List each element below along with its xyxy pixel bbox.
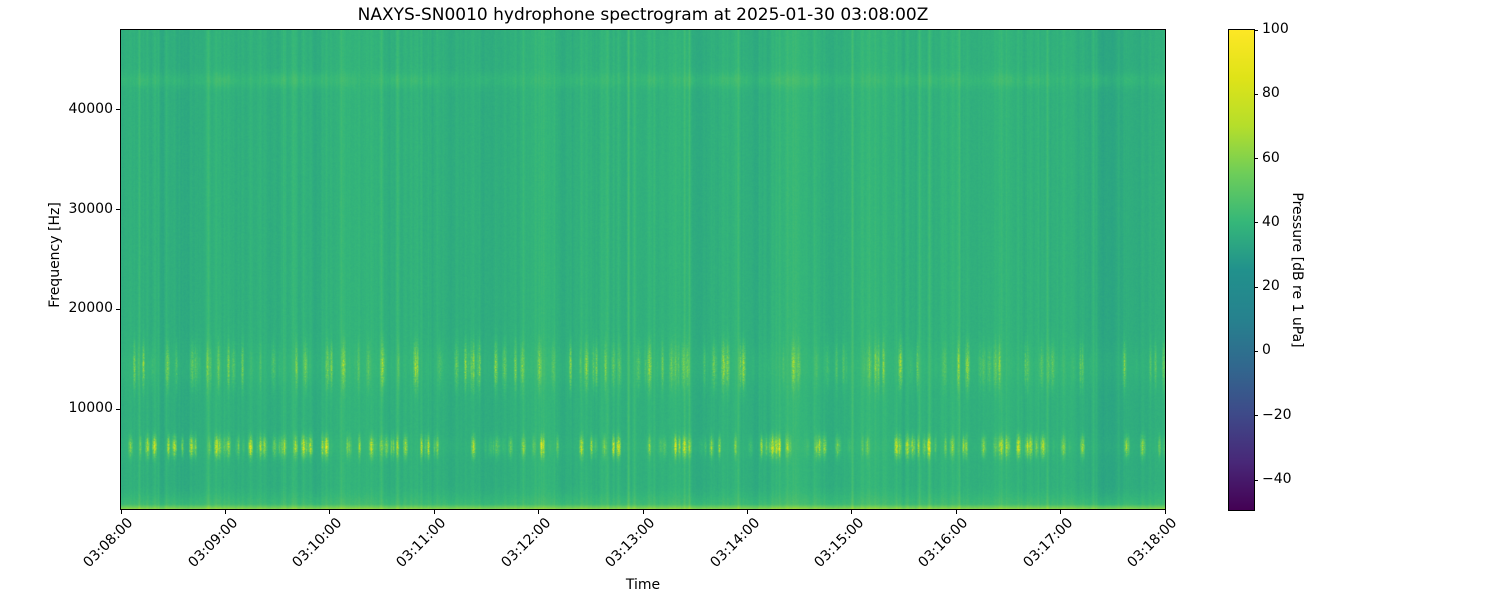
x-tick-mark (538, 510, 540, 514)
y-tick-label: 30000 (68, 200, 113, 217)
x-tick-label: 03:16:00 (915, 515, 972, 571)
x-tick-label: 03:14:00 (706, 515, 763, 571)
y-tick-label: 40000 (68, 100, 113, 117)
x-tick-mark (851, 510, 853, 514)
spectrogram-heatmap (121, 30, 1165, 509)
colorbar-tick-mark (1254, 479, 1258, 481)
y-axis-label: Frequency [Hz] (47, 202, 63, 308)
y-tick-label: 20000 (68, 300, 113, 317)
colorbar-tick-label: −40 (1262, 471, 1292, 488)
x-tick-mark (746, 510, 748, 514)
plot-frame (120, 29, 1166, 510)
x-tick-label: 03:10:00 (289, 515, 346, 571)
x-axis-label: Time (625, 577, 661, 593)
x-tick-label: 03:08:00 (80, 515, 137, 571)
x-tick-label: 03:15:00 (811, 515, 868, 571)
colorbar-tick-mark (1254, 93, 1258, 95)
y-tick-mark (116, 408, 120, 410)
x-tick-mark (433, 510, 435, 514)
x-tick-mark (1060, 510, 1062, 514)
x-tick-label: 03:12:00 (498, 515, 554, 571)
colorbar-tick-mark (1254, 286, 1258, 288)
colorbar-tick-mark (1254, 350, 1258, 352)
colorbar-tick-label: 40 (1262, 213, 1280, 230)
x-tick-label: 03:17:00 (1020, 515, 1076, 571)
x-tick-mark (120, 510, 122, 514)
colorbar-tick-label: 60 (1262, 149, 1280, 166)
x-tick-mark (642, 510, 644, 514)
colorbar-tick-label: 80 (1262, 85, 1280, 102)
x-tick-mark (224, 510, 226, 514)
x-tick-mark (329, 510, 331, 514)
y-tick-mark (116, 308, 120, 310)
colorbar-tick-mark (1254, 222, 1258, 224)
colorbar (1228, 29, 1255, 511)
plot-title: NAXYS-SN0010 hydrophone spectrogram at 2… (357, 5, 929, 25)
x-tick-label: 03:18:00 (1124, 515, 1181, 571)
colorbar-tick-mark (1254, 415, 1258, 417)
colorbar-tick-mark (1254, 29, 1258, 31)
colorbar-label: Pressure [dB re 1 uPa] (1289, 192, 1305, 348)
x-tick-mark (955, 510, 957, 514)
x-tick-label: 03:09:00 (184, 515, 241, 571)
colorbar-tick-mark (1254, 158, 1258, 160)
colorbar-tick-label: 100 (1262, 21, 1289, 37)
colorbar-gradient (1229, 30, 1254, 510)
x-tick-label: 03:13:00 (602, 515, 659, 571)
y-tick-label: 10000 (68, 400, 113, 417)
colorbar-tick-label: 0 (1262, 342, 1271, 359)
y-tick-mark (116, 109, 120, 111)
x-tick-mark (1164, 510, 1166, 514)
x-tick-label: 03:11:00 (393, 515, 450, 571)
y-tick-mark (116, 209, 120, 211)
colorbar-tick-label: −20 (1262, 406, 1292, 423)
colorbar-tick-label: 20 (1262, 278, 1280, 295)
